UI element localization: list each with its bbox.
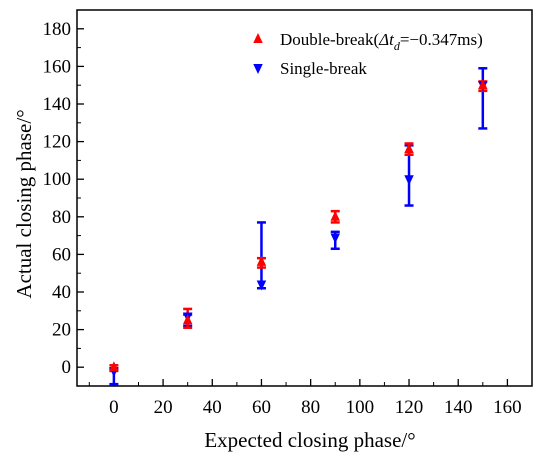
x-axis-label: Expected closing phase/° — [204, 428, 415, 452]
y-tick-label: 100 — [43, 169, 72, 190]
single-break-point — [404, 175, 414, 186]
x-tick-label: 140 — [444, 397, 473, 418]
y-axis-label: Actual closing phase/° — [12, 109, 36, 298]
single-break-point — [256, 280, 267, 291]
double-break-point — [330, 210, 340, 221]
y-tick-label: 80 — [52, 207, 71, 228]
y-tick-label: 160 — [43, 56, 72, 77]
legend-marker-single-break — [253, 64, 263, 74]
plot-area: 0 20 40 60 80 100 120 140 160 0 20 40 60 80 100 120 140 1… — [43, 9, 533, 418]
single-break-point — [330, 233, 340, 244]
x-tick-label: 60 — [252, 397, 271, 418]
y-tick-label: 20 — [52, 320, 71, 341]
x-tick-label: 100 — [346, 397, 375, 418]
x-tick-label: 20 — [154, 397, 173, 418]
x-tick-label: 40 — [203, 397, 222, 418]
y-tick-label: 140 — [43, 94, 72, 115]
legend-entry-double-break: Double-break(Δtd=−0.347ms) — [280, 30, 483, 53]
legend-marker-double-break — [253, 33, 263, 43]
legend: Double-break(Δtd=−0.347ms) Single-break — [253, 30, 483, 78]
y-tick-label: 60 — [52, 244, 71, 265]
double-break-point — [109, 361, 119, 372]
y-tick-label: 120 — [43, 132, 72, 153]
double-break-point — [256, 255, 267, 266]
double-break-point — [182, 314, 193, 325]
y-tick-label: 40 — [52, 282, 71, 303]
y-tick-label: 0 — [62, 357, 72, 378]
x-tick-label: 120 — [395, 397, 424, 418]
legend-label-double-break: Double-break(Δtd=−0.347ms) — [280, 30, 483, 53]
x-tick-label: 0 — [109, 397, 119, 418]
legend-entry-single-break: Single-break — [280, 59, 367, 78]
double-break-point — [478, 79, 488, 90]
double-break-point — [404, 143, 414, 154]
x-tick-label: 160 — [493, 397, 522, 418]
x-tick-label: 80 — [301, 397, 320, 418]
y-tick-label: 180 — [43, 19, 72, 40]
legend-label-single-break: Single-break — [280, 59, 367, 78]
